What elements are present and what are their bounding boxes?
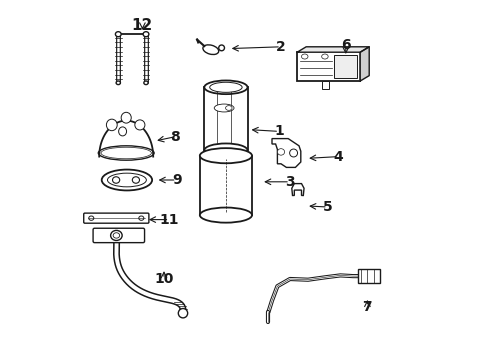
Ellipse shape bbox=[277, 149, 285, 155]
FancyBboxPatch shape bbox=[84, 213, 149, 223]
Ellipse shape bbox=[200, 148, 252, 163]
Text: 2: 2 bbox=[276, 40, 286, 54]
Ellipse shape bbox=[225, 105, 232, 110]
Ellipse shape bbox=[178, 309, 188, 318]
Ellipse shape bbox=[116, 81, 121, 85]
Polygon shape bbox=[99, 121, 153, 157]
Ellipse shape bbox=[200, 207, 252, 222]
Ellipse shape bbox=[214, 104, 234, 112]
Ellipse shape bbox=[111, 230, 122, 240]
Ellipse shape bbox=[135, 120, 145, 130]
Ellipse shape bbox=[121, 112, 131, 123]
Bar bbox=[297, 52, 360, 81]
Ellipse shape bbox=[301, 54, 308, 59]
Ellipse shape bbox=[107, 173, 147, 187]
Ellipse shape bbox=[210, 82, 242, 92]
Ellipse shape bbox=[144, 81, 148, 85]
Bar bbox=[358, 269, 380, 283]
Polygon shape bbox=[292, 184, 304, 195]
Polygon shape bbox=[297, 47, 369, 52]
Text: 6: 6 bbox=[341, 38, 351, 52]
Ellipse shape bbox=[321, 54, 328, 59]
Text: 3: 3 bbox=[285, 175, 295, 189]
Ellipse shape bbox=[139, 216, 144, 220]
Ellipse shape bbox=[132, 177, 140, 183]
Ellipse shape bbox=[89, 216, 94, 220]
Bar bbox=[334, 55, 357, 78]
Ellipse shape bbox=[204, 143, 247, 157]
Ellipse shape bbox=[106, 119, 117, 131]
Ellipse shape bbox=[203, 45, 219, 54]
Polygon shape bbox=[272, 139, 301, 167]
Text: 9: 9 bbox=[172, 173, 181, 187]
Ellipse shape bbox=[101, 147, 151, 159]
Ellipse shape bbox=[204, 80, 247, 94]
Ellipse shape bbox=[116, 32, 121, 37]
Bar bbox=[200, 156, 252, 215]
Bar bbox=[322, 81, 329, 89]
Text: 1: 1 bbox=[274, 125, 284, 138]
Ellipse shape bbox=[113, 177, 120, 183]
Bar bbox=[204, 87, 247, 150]
FancyBboxPatch shape bbox=[93, 228, 145, 243]
Text: 4: 4 bbox=[334, 150, 343, 163]
Text: 8: 8 bbox=[170, 130, 180, 144]
Text: 7: 7 bbox=[363, 300, 372, 314]
Text: 12: 12 bbox=[132, 18, 153, 33]
Ellipse shape bbox=[219, 45, 224, 51]
Text: 10: 10 bbox=[154, 272, 173, 286]
Text: 11: 11 bbox=[160, 213, 179, 226]
Ellipse shape bbox=[98, 146, 154, 160]
Ellipse shape bbox=[113, 233, 120, 238]
Ellipse shape bbox=[290, 149, 297, 157]
Ellipse shape bbox=[119, 127, 126, 136]
Ellipse shape bbox=[143, 32, 149, 37]
Polygon shape bbox=[360, 47, 369, 81]
Ellipse shape bbox=[102, 170, 152, 190]
Text: 5: 5 bbox=[323, 200, 333, 214]
